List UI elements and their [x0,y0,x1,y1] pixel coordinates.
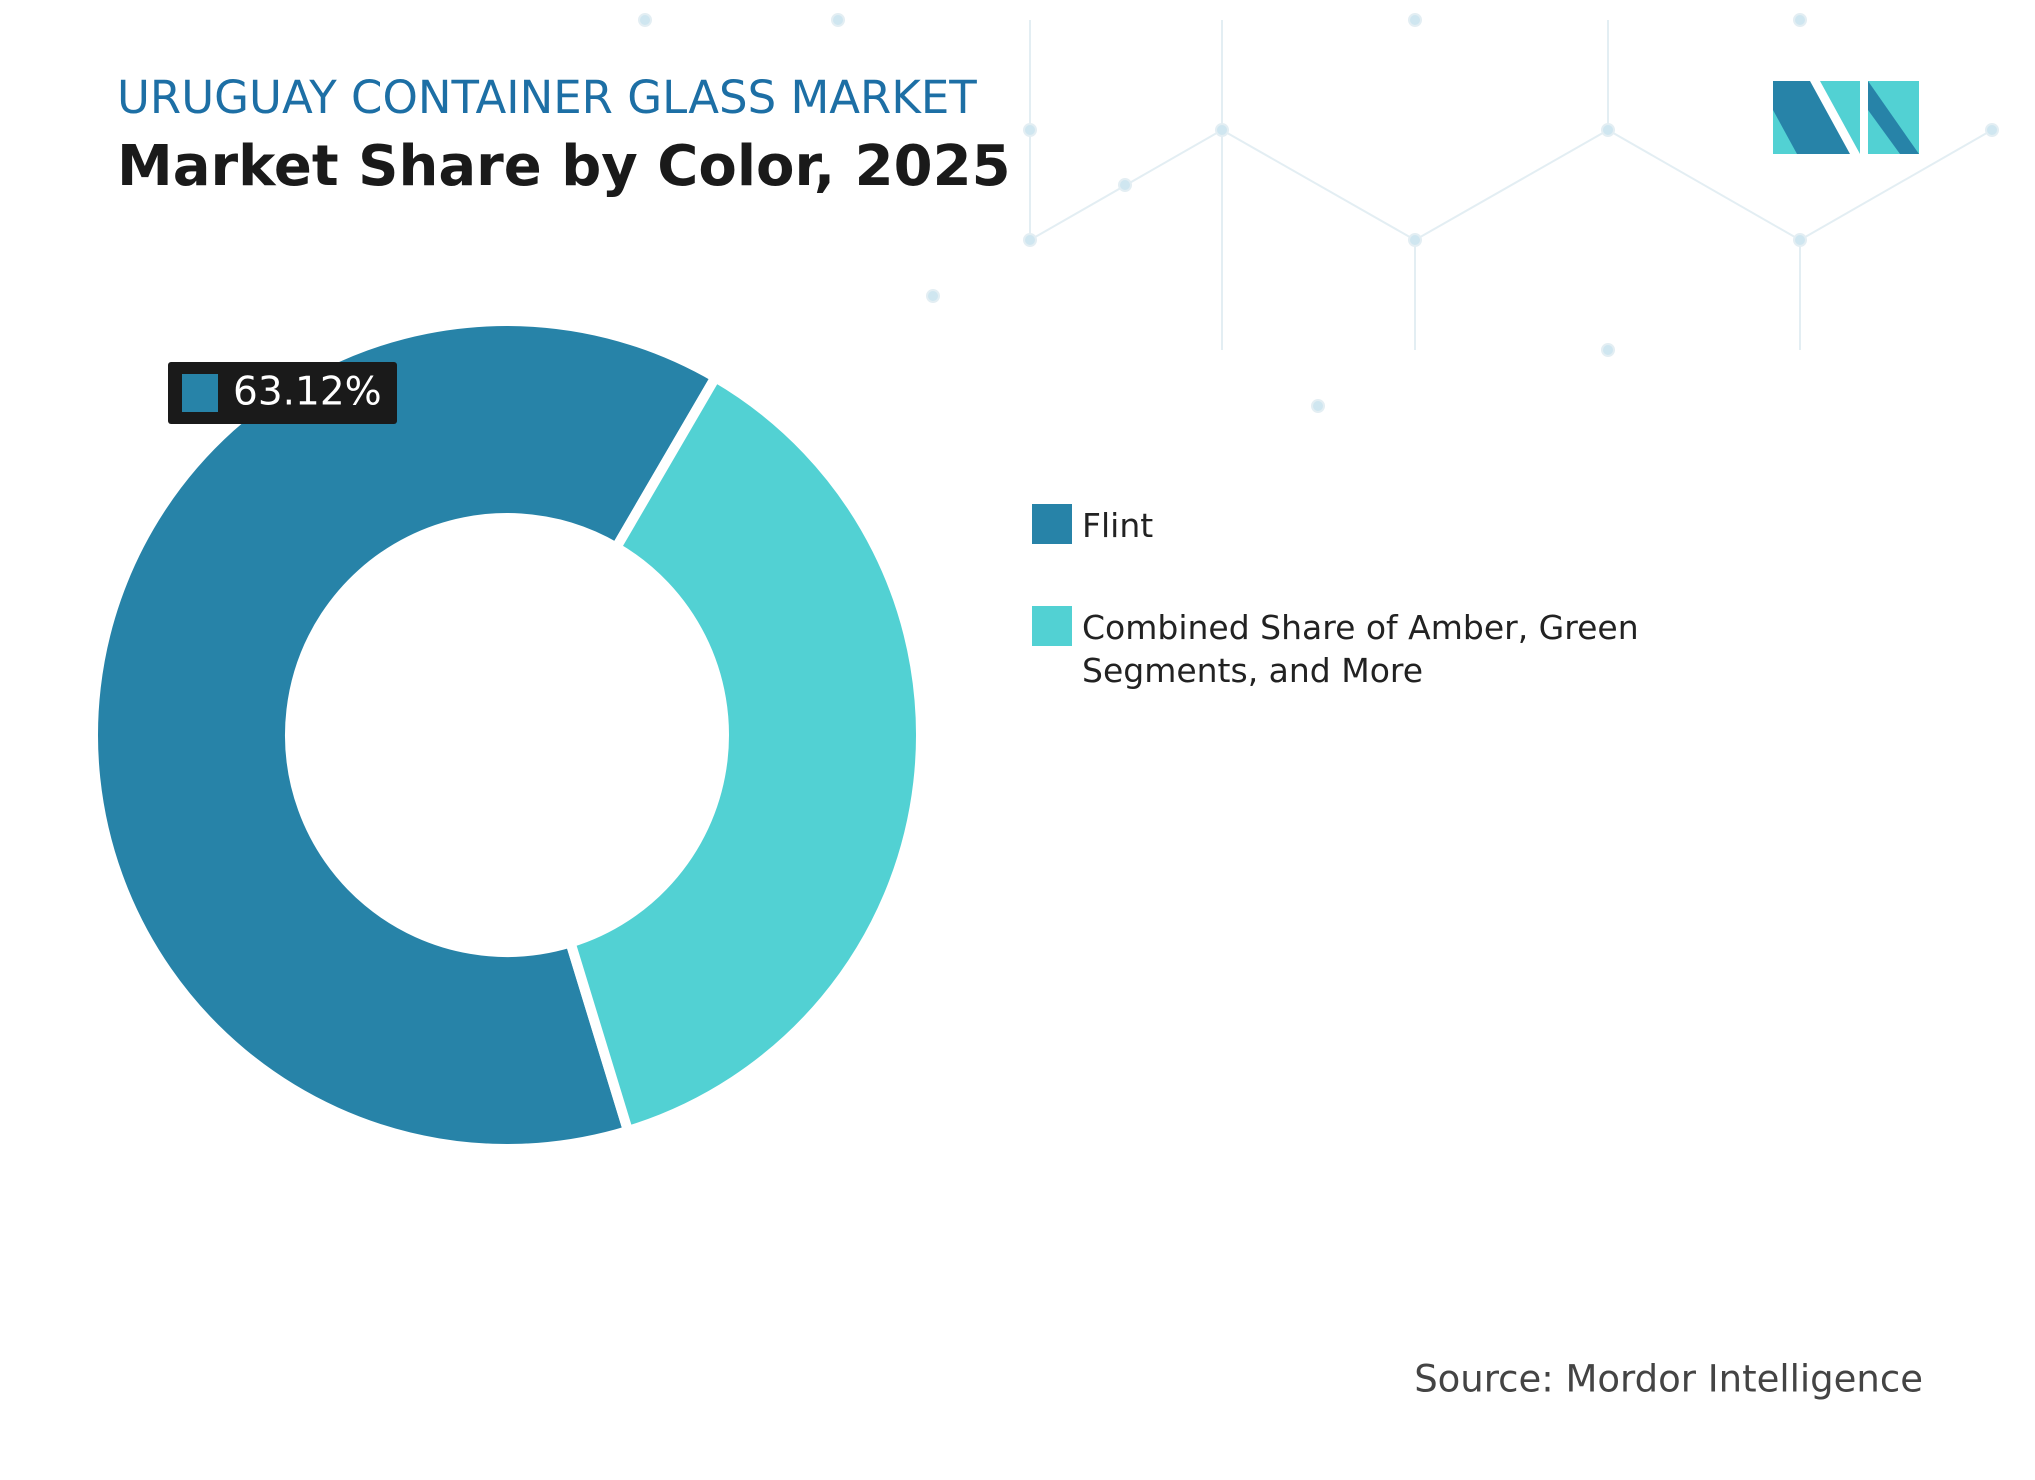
legend-swatch [1032,504,1072,544]
value-label-text: 63.12% [233,370,382,415]
donut [88,316,926,1154]
legend-item: Flint [1032,504,1153,547]
legend-swatch [1032,606,1072,646]
donut-segment [88,316,723,1154]
background-pattern [638,13,1999,413]
value-label-box [168,362,397,424]
value-label: 63.12% [168,362,397,424]
logo [1773,81,1919,154]
source: Source: Mordor Intelligence [1414,1358,1923,1401]
chart-title: Market Share by Color, 2025 [117,134,1011,199]
donut-segment [564,370,926,1138]
legend-item: Combined Share of Amber, Green Segments,… [1032,606,1722,692]
legend-label: Combined Share of Amber, Green Segments,… [1082,608,1639,690]
supertitle: URUGUAY CONTAINER GLASS MARKET [117,71,977,124]
legend-label: Flint [1082,506,1154,545]
value-label-swatch [182,374,218,412]
